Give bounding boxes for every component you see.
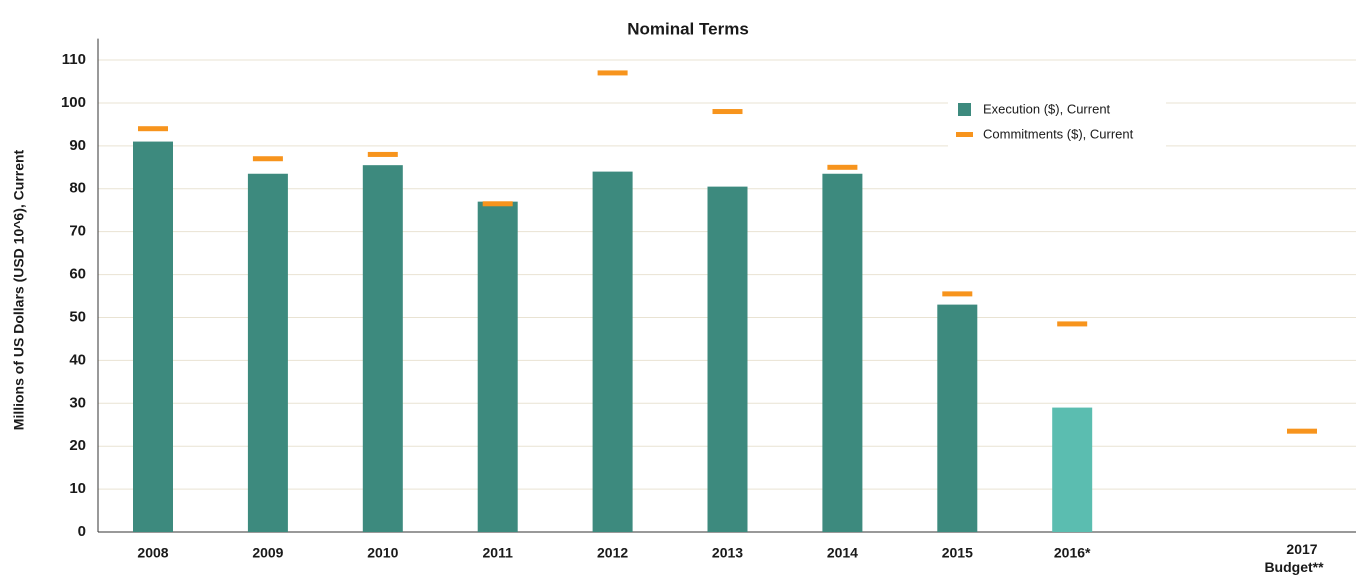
x-tick-label: 2011 [483, 545, 514, 561]
x-tick-label: 2017 Budget** [1264, 541, 1324, 575]
commitment-marker [1287, 428, 1317, 434]
commitment-marker [252, 156, 283, 162]
legend-label: Commitments ($), Current [983, 126, 1134, 141]
bar [247, 173, 288, 532]
y-tick-label: 70 [69, 223, 86, 240]
x-tick-label: 2015 [942, 545, 973, 561]
bar [133, 141, 173, 532]
legend-swatch [956, 132, 973, 137]
y-tick-label: 90 [69, 137, 86, 154]
y-tick-label: 0 [78, 523, 86, 540]
commitment-marker [827, 164, 858, 170]
y-tick-label: 80 [69, 180, 86, 197]
x-tick-label: 2016* [1054, 545, 1091, 561]
y-tick-label: 50 [69, 308, 86, 325]
legend-label: Execution ($), Current [983, 101, 1111, 116]
y-tick-label: 10 [69, 480, 86, 497]
y-tick-label: 60 [69, 266, 86, 283]
legend-box [948, 94, 1166, 152]
commitment-marker [1057, 321, 1088, 327]
commitment-marker [942, 291, 973, 297]
x-tick-label: 2008 [137, 545, 168, 561]
chart-title: Nominal Terms [627, 19, 749, 38]
commitment-marker [712, 109, 743, 115]
x-tick-label: 2010 [367, 545, 398, 561]
y-tick-label: 30 [69, 394, 86, 411]
x-tick-label: 2012 [597, 545, 628, 561]
bar [937, 304, 978, 532]
bar [707, 186, 748, 532]
bar [592, 171, 633, 532]
y-tick-label: 110 [62, 51, 86, 68]
y-tick-label: 20 [69, 437, 86, 454]
bar [477, 201, 518, 532]
x-tick-label: 2014 [827, 545, 858, 561]
commitment-marker [597, 70, 628, 76]
commitment-marker [482, 201, 513, 207]
x-tick-label: 2013 [712, 545, 743, 561]
bar [362, 165, 403, 532]
x-tick-label: 2009 [252, 545, 283, 561]
y-axis-label: Millions of US Dollars (USD 10^6), Curre… [11, 149, 27, 430]
y-tick-label: 40 [69, 351, 86, 368]
y-tick-label: 100 [61, 94, 86, 111]
commitment-marker [367, 151, 398, 157]
bar [1052, 407, 1093, 532]
legend-swatch [958, 103, 971, 116]
bar [822, 173, 863, 532]
commitment-marker [138, 126, 168, 132]
